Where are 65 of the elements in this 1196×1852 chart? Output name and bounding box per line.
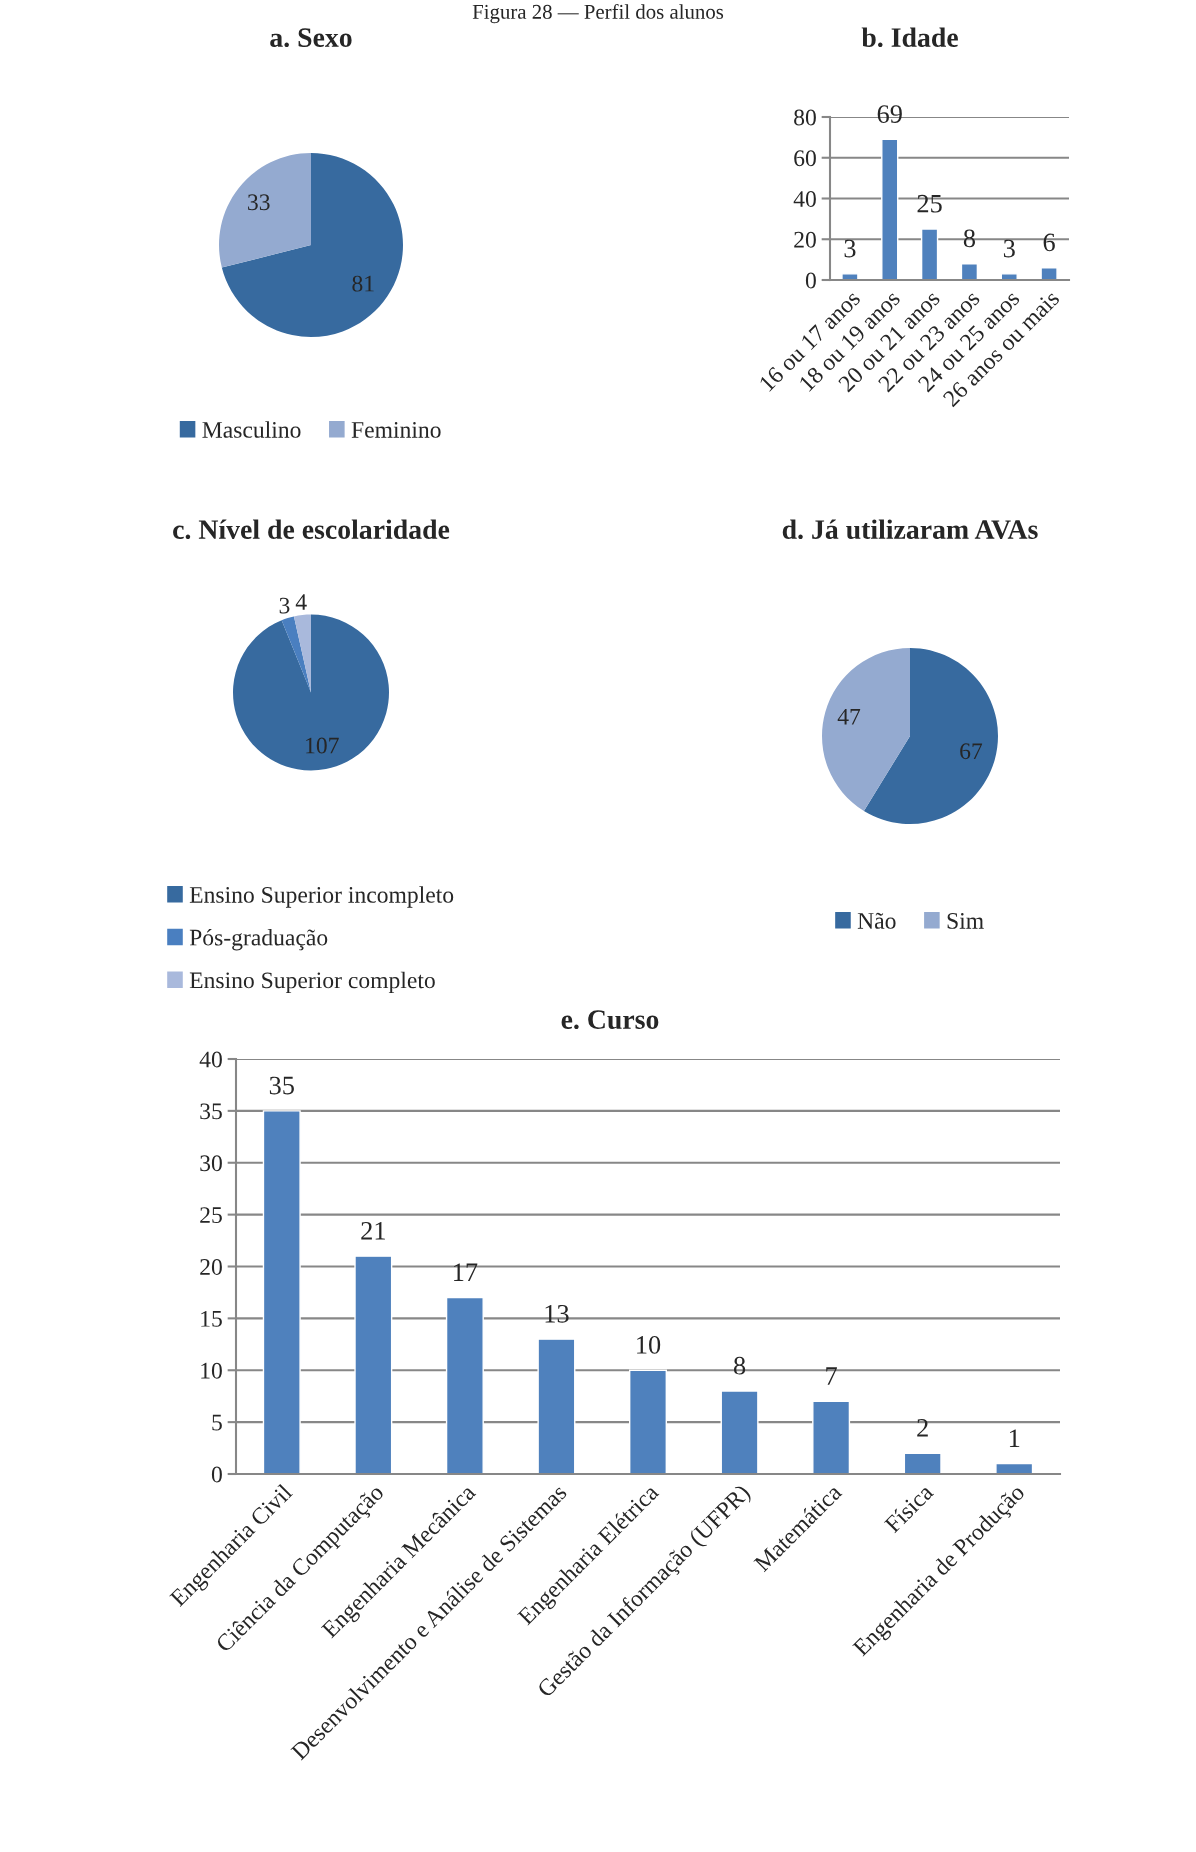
bar xyxy=(1040,267,1058,280)
bar xyxy=(920,228,939,280)
data-label: 107 xyxy=(306,737,339,754)
y-tick-label: 35 xyxy=(200,1103,222,1120)
pie-slice xyxy=(822,648,910,811)
bar xyxy=(995,1462,1034,1474)
legend-label: Sim xyxy=(947,913,984,929)
bar xyxy=(354,1255,393,1474)
pie-slice xyxy=(281,616,311,693)
pie-slice xyxy=(219,153,311,268)
bar xyxy=(903,1452,942,1474)
data-label: 3 xyxy=(279,597,290,614)
bar xyxy=(812,1400,851,1474)
data-label: 33 xyxy=(248,194,270,211)
legend-label: Ensino Superior completo xyxy=(189,971,435,994)
data-label: 7 xyxy=(826,1367,837,1385)
y-tick-label: 15 xyxy=(201,1310,222,1327)
bar xyxy=(720,1390,759,1474)
text: Figura 28 — Perfil dos alunos xyxy=(472,4,724,24)
y-tick-label: 40 xyxy=(199,1051,222,1068)
data-label: 25 xyxy=(917,194,942,213)
bar xyxy=(841,273,859,280)
data-label: 21 xyxy=(361,1221,385,1240)
pie-slice xyxy=(293,614,311,693)
y-tick-label: 40 xyxy=(793,190,816,207)
chart-title: a. Sexo xyxy=(270,28,352,48)
data-label: 1 xyxy=(1009,1429,1020,1447)
chart-title: e. Curso xyxy=(561,1010,659,1030)
legend-label: Feminino xyxy=(351,422,441,438)
y-tick-label: 5 xyxy=(212,1414,222,1431)
data-label: 3 xyxy=(844,239,856,258)
bar xyxy=(445,1296,484,1474)
bar xyxy=(537,1338,576,1474)
bar xyxy=(960,263,979,280)
y-tick-label: 60 xyxy=(794,150,816,167)
data-label: 3 xyxy=(1003,239,1015,258)
chart-title: b. Idade xyxy=(861,27,958,48)
bar xyxy=(262,1110,301,1474)
y-tick-label: 80 xyxy=(794,109,816,126)
y-tick-label: 0 xyxy=(211,1466,222,1483)
data-label: 17 xyxy=(454,1263,478,1281)
legend-label: Não xyxy=(857,912,896,929)
data-label: 81 xyxy=(352,275,374,292)
data-label: 35 xyxy=(269,1076,294,1095)
y-tick-label: 25 xyxy=(200,1207,222,1224)
data-label: 47 xyxy=(837,708,861,725)
pie-slice xyxy=(233,614,389,771)
legend-label: Masculino xyxy=(202,421,301,438)
y-tick-label: 10 xyxy=(201,1362,222,1379)
y-tick-label: 30 xyxy=(200,1155,222,1172)
legend-label: Ensino Superior incompleto xyxy=(189,886,454,908)
pie-slice xyxy=(221,153,403,337)
bar xyxy=(628,1369,668,1474)
y-tick-label: 20 xyxy=(794,231,816,248)
chart-title: c. Nível de escolaridade xyxy=(173,519,450,540)
chart-title: d. Já utilizaram AVAs xyxy=(782,519,1038,540)
bar xyxy=(881,138,899,280)
data-label: 67 xyxy=(960,743,983,760)
data-label: 10 xyxy=(637,1335,661,1354)
legend-label: Pós-graduação xyxy=(189,928,328,951)
data-label: 2 xyxy=(917,1419,928,1437)
y-tick-label: 0 xyxy=(805,272,816,289)
data-label: 4 xyxy=(295,594,307,610)
y-tick-label: 20 xyxy=(200,1258,222,1275)
pie-slice xyxy=(863,648,998,824)
